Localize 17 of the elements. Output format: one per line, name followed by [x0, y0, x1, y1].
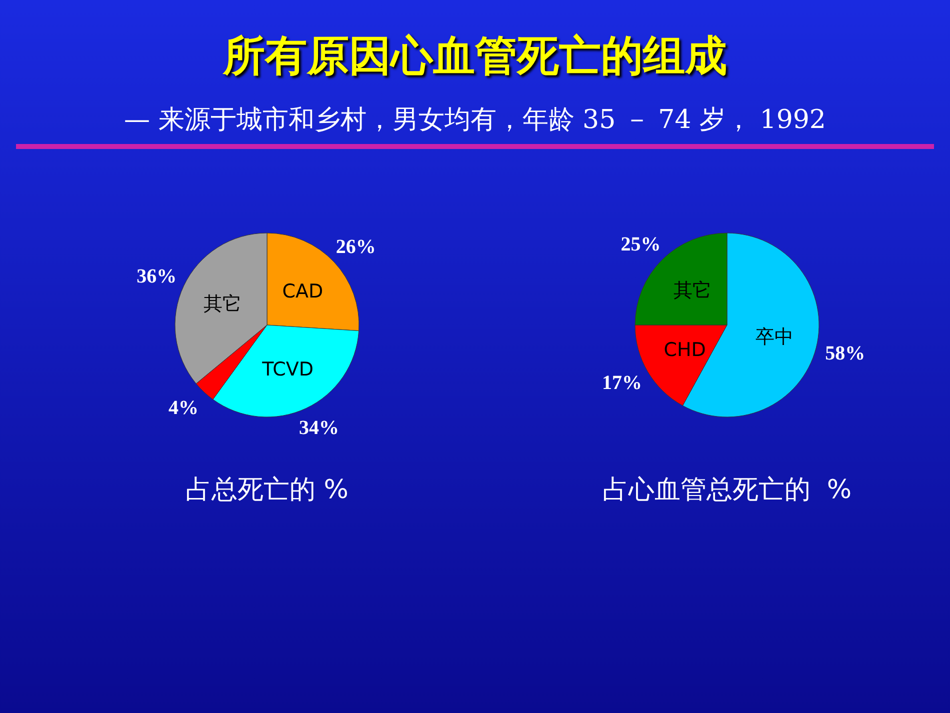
- slice-label: 卒中: [755, 326, 794, 348]
- data-label: 26%: [336, 236, 376, 258]
- text: 所有原因心血管死亡的组成: [222, 30, 728, 82]
- slice-label: TCVD: [261, 358, 314, 380]
- data-label: 34%: [298, 417, 339, 440]
- data-label: 36%: [136, 265, 177, 288]
- data-label: 25%: [620, 233, 661, 256]
- data-label: 58%: [825, 342, 866, 364]
- data-label: 17%: [602, 372, 642, 394]
- data-label: 4%: [168, 397, 198, 420]
- text: 占心血管总死亡的 %: [602, 475, 852, 505]
- slice-label: 其它: [673, 279, 712, 302]
- slice-label: CAD: [282, 280, 324, 302]
- text: — 来源于城市和乡村，男女均有，年龄 35 － 74 岁， 1992: [123, 104, 827, 137]
- slice-label: CHD: [664, 338, 706, 361]
- slice-label: 其它: [204, 293, 242, 316]
- text: 占总死亡的 %: [186, 475, 348, 505]
